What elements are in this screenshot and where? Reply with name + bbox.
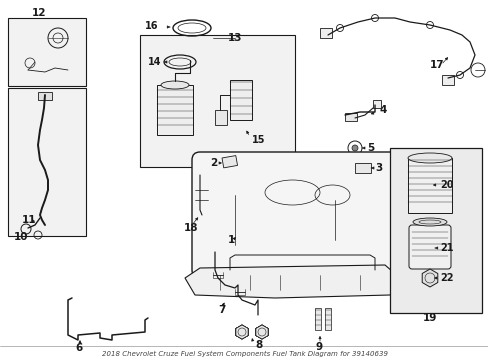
Polygon shape <box>255 325 267 339</box>
Text: 21: 21 <box>439 243 452 253</box>
Text: 6: 6 <box>75 343 82 353</box>
Text: 14: 14 <box>148 57 161 67</box>
FancyBboxPatch shape <box>192 152 397 278</box>
Text: 19: 19 <box>422 313 436 323</box>
Bar <box>8 18 86 86</box>
Polygon shape <box>255 325 267 339</box>
Text: 18: 18 <box>183 223 198 233</box>
Bar <box>354 163 370 173</box>
Polygon shape <box>255 325 267 339</box>
Polygon shape <box>235 325 247 339</box>
Text: 12: 12 <box>32 8 46 18</box>
Text: 20: 20 <box>439 180 452 190</box>
Text: 16: 16 <box>145 21 158 31</box>
Polygon shape <box>235 325 247 339</box>
Text: 15: 15 <box>251 135 265 145</box>
Polygon shape <box>255 325 267 339</box>
Polygon shape <box>235 325 247 339</box>
Text: 3: 3 <box>374 163 382 173</box>
Bar <box>407 158 451 213</box>
Bar <box>222 156 237 168</box>
Bar <box>157 85 193 135</box>
Text: 5: 5 <box>366 143 373 153</box>
Bar <box>140 35 294 167</box>
Ellipse shape <box>407 153 451 163</box>
Text: 7: 7 <box>218 305 225 315</box>
Ellipse shape <box>412 218 446 226</box>
Polygon shape <box>235 325 247 339</box>
Text: 13: 13 <box>227 33 242 43</box>
Text: 9: 9 <box>315 342 323 352</box>
Text: 17: 17 <box>429 60 444 70</box>
Ellipse shape <box>161 81 189 89</box>
Polygon shape <box>421 269 437 287</box>
Bar <box>389 148 481 313</box>
Circle shape <box>351 145 357 151</box>
Polygon shape <box>255 325 267 339</box>
Text: 2: 2 <box>209 158 217 168</box>
Bar <box>215 110 226 125</box>
Bar <box>229 80 251 120</box>
Bar <box>325 308 330 330</box>
Text: 2018 Chevrolet Cruze Fuel System Components Fuel Tank Diagram for 39140639: 2018 Chevrolet Cruze Fuel System Compone… <box>102 351 386 357</box>
FancyBboxPatch shape <box>408 225 450 269</box>
Text: 8: 8 <box>254 340 262 350</box>
Bar <box>8 88 86 236</box>
Bar <box>372 100 380 108</box>
Text: 11: 11 <box>22 215 37 225</box>
Polygon shape <box>235 325 247 339</box>
Polygon shape <box>255 325 267 339</box>
Text: 1: 1 <box>227 235 235 245</box>
Bar <box>345 113 356 121</box>
Text: 10: 10 <box>14 232 28 242</box>
Polygon shape <box>235 325 247 339</box>
Text: 4: 4 <box>378 105 386 115</box>
Bar <box>441 75 453 85</box>
Bar <box>314 308 320 330</box>
Bar <box>38 92 52 100</box>
Bar <box>319 28 331 38</box>
Polygon shape <box>184 265 399 298</box>
Text: 22: 22 <box>439 273 452 283</box>
